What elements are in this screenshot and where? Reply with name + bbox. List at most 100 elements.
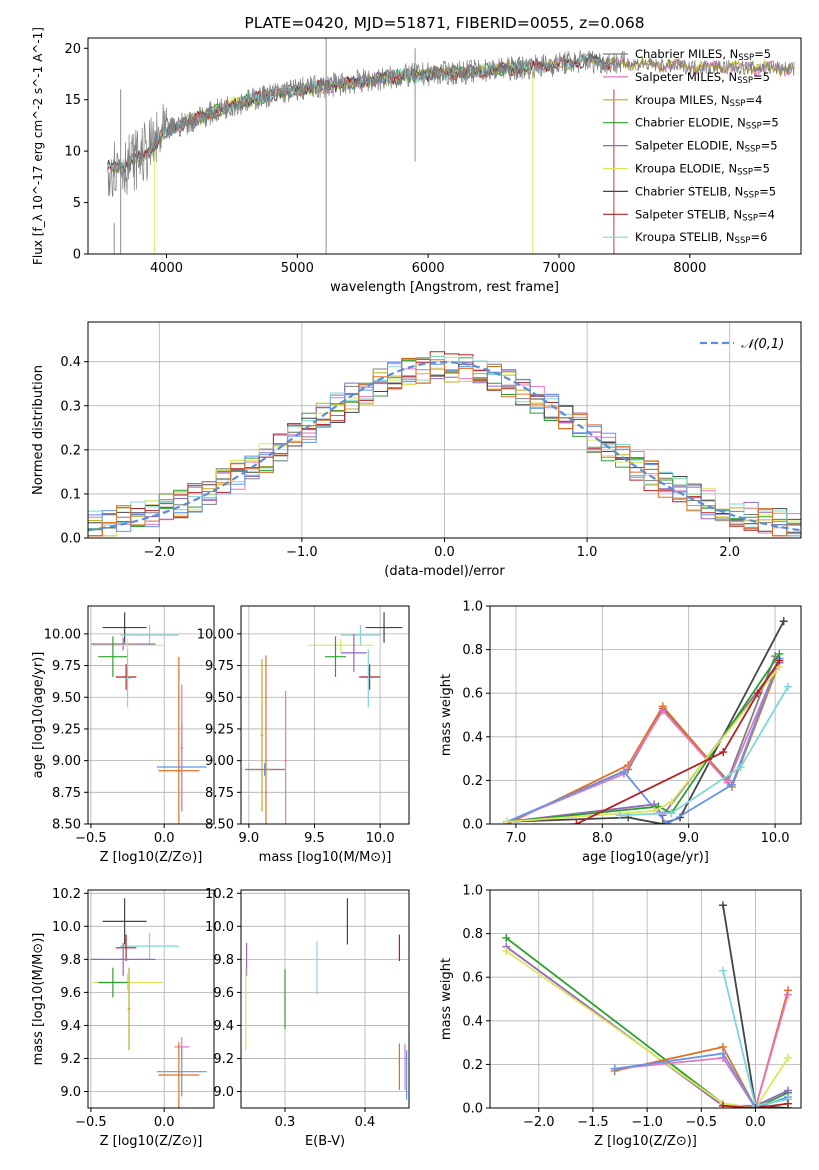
y-tick-label: 9.2	[60, 1052, 81, 1067]
axes-frame	[489, 889, 802, 1109]
y-tick-label: 9.8	[60, 953, 81, 968]
y-tick-label: 9.0	[60, 1085, 81, 1100]
mass-weight-line	[619, 686, 789, 817]
legend-entry: 𝒩(0,1)	[741, 337, 784, 352]
legend-entry: Salpeter STELIB, NSSP=4	[635, 207, 775, 223]
x-axis-label: Z [log10(Z/Z⊙)]	[100, 1134, 203, 1149]
y-tick-label: 9.75	[52, 659, 81, 674]
panel-0: Chabrier MILES, NSSP=5 Salpeter MILES, NS…	[31, 27, 802, 295]
legend-entry: Salpeter MILES, NSSP=5	[635, 70, 770, 86]
panel-1: 𝒩(0,1) −2.0 −1.0 0.0 1.0 2.0 0.0 0.1 0.2 0.3 0.4 (d…	[31, 321, 802, 579]
data-point	[723, 778, 732, 787]
y-axis-label: mass weight	[439, 958, 454, 1040]
spectrum-model-line	[107, 53, 612, 174]
data-point	[610, 1064, 619, 1073]
x-tick-label: −0.5	[75, 1115, 107, 1130]
y-tick-label: 0.8	[462, 927, 483, 942]
axes-frame	[87, 889, 215, 1109]
panel-4: 7.0 8.0 9.0 10.0 0.0 0.2 0.4 0.6 0.8 1.0 age [log1…	[439, 600, 802, 865]
x-tick-label: 2.0	[719, 545, 740, 560]
x-tick-label: 9.0	[678, 831, 699, 846]
y-tick-label: 0.4	[60, 355, 81, 370]
y-tick-label: 10	[64, 145, 81, 160]
histogram-series	[88, 357, 801, 538]
mass-weight-line	[506, 657, 781, 824]
data-point	[736, 763, 745, 772]
x-tick-label: 8000	[673, 261, 706, 276]
y-tick-label: 0.2	[462, 1058, 483, 1073]
x-tick-label: −2.0	[523, 1115, 555, 1130]
figure-title: PLATE=0420, MJD=51871, FIBERID=0055, z=0…	[244, 14, 644, 32]
x-tick-label: 0.0	[745, 1115, 766, 1130]
x-tick-label: 5000	[281, 261, 314, 276]
x-axis-label: Z [log10(Z/Z⊙)]	[594, 1134, 697, 1149]
y-tick-label: 8.75	[52, 786, 81, 801]
data-point	[718, 966, 727, 975]
x-tick-label: 0.0	[154, 831, 175, 846]
legend-entry: Chabrier ELODIE, NSSP=5	[635, 116, 779, 132]
mass-weight-line	[506, 655, 776, 823]
legend-entry: Kroupa STELIB, NSSP=6	[635, 230, 767, 246]
mass-weight-line	[507, 666, 781, 823]
x-tick-label: 10.0	[761, 831, 790, 846]
x-tick-label: −2.0	[144, 545, 176, 560]
mass-weight-line	[576, 660, 781, 824]
data-point	[667, 809, 676, 818]
y-tick-label: 10.0	[205, 920, 234, 935]
y-tick-label: 0.2	[462, 774, 483, 789]
y-tick-label: 0	[73, 248, 81, 263]
y-tick-label: 9.50	[52, 691, 81, 706]
data-point	[727, 780, 736, 789]
y-tick-label: 10.00	[197, 627, 234, 642]
y-tick-label: 9.25	[205, 722, 234, 737]
x-tick-label: −0.5	[75, 831, 107, 846]
y-tick-label: 0.8	[462, 643, 483, 658]
x-tick-label: 7000	[542, 261, 575, 276]
x-tick-label: 1.0	[577, 545, 598, 560]
y-tick-label: 9.4	[60, 1019, 81, 1034]
y-tick-label: 0.0	[462, 1102, 483, 1117]
y-tick-label: 9.75	[205, 659, 234, 674]
legend-entry: Salpeter ELODIE, NSSP=5	[635, 139, 778, 155]
data-point	[775, 656, 784, 665]
y-tick-label: 0.0	[60, 532, 81, 547]
legend-entry: Kroupa MILES, NSSP=4	[635, 93, 762, 109]
data-point	[783, 1053, 792, 1062]
y-tick-label: 9.0	[213, 1085, 234, 1100]
y-tick-label: 0.4	[462, 1014, 483, 1029]
mass-weight-line	[507, 620, 785, 824]
x-tick-label: −1.0	[631, 1115, 663, 1130]
x-tick-label: 0.0	[154, 1115, 175, 1130]
plot-area	[241, 890, 409, 1108]
y-tick-label: 0.3	[60, 399, 81, 414]
legend-entry: Kroupa ELODIE, NSSP=5	[635, 162, 770, 178]
plot-area	[88, 890, 214, 1108]
y-tick-label: 9.2	[213, 1052, 234, 1067]
y-tick-label: 9.50	[205, 691, 234, 706]
spectrum-model-line	[107, 53, 612, 173]
axes-frame	[87, 605, 215, 825]
y-tick-label: 8.75	[205, 786, 234, 801]
data-point	[719, 748, 728, 757]
x-tick-label: 6000	[412, 261, 445, 276]
panel-6: 0.3 0.4 9.0 9.2 9.4 9.6 9.8 10.0 10.2 E(B-V)	[205, 887, 410, 1149]
spectrum-data-line	[107, 50, 795, 198]
y-tick-label: 0.0	[462, 818, 483, 833]
axes-frame	[489, 605, 802, 825]
x-tick-label: 0.4	[355, 1115, 376, 1130]
y-tick-label: 10.00	[44, 627, 81, 642]
y-tick-label: 10.2	[52, 887, 81, 902]
plot-area	[490, 890, 801, 1108]
x-axis-label: Z [log10(Z/Z⊙)]	[100, 850, 203, 865]
y-tick-label: 8.50	[205, 818, 234, 833]
x-tick-label: −0.5	[686, 1115, 718, 1130]
x-tick-label: 0.0	[434, 545, 455, 560]
data-point	[783, 1099, 792, 1108]
x-tick-label: 9.5	[304, 831, 325, 846]
data-point	[663, 820, 672, 824]
legend-entry: Chabrier STELIB, NSSP=5	[635, 184, 776, 200]
y-tick-label: 15	[64, 93, 81, 108]
data-point	[502, 947, 511, 956]
data-point	[784, 682, 793, 691]
y-tick-label: 9.25	[52, 722, 81, 737]
